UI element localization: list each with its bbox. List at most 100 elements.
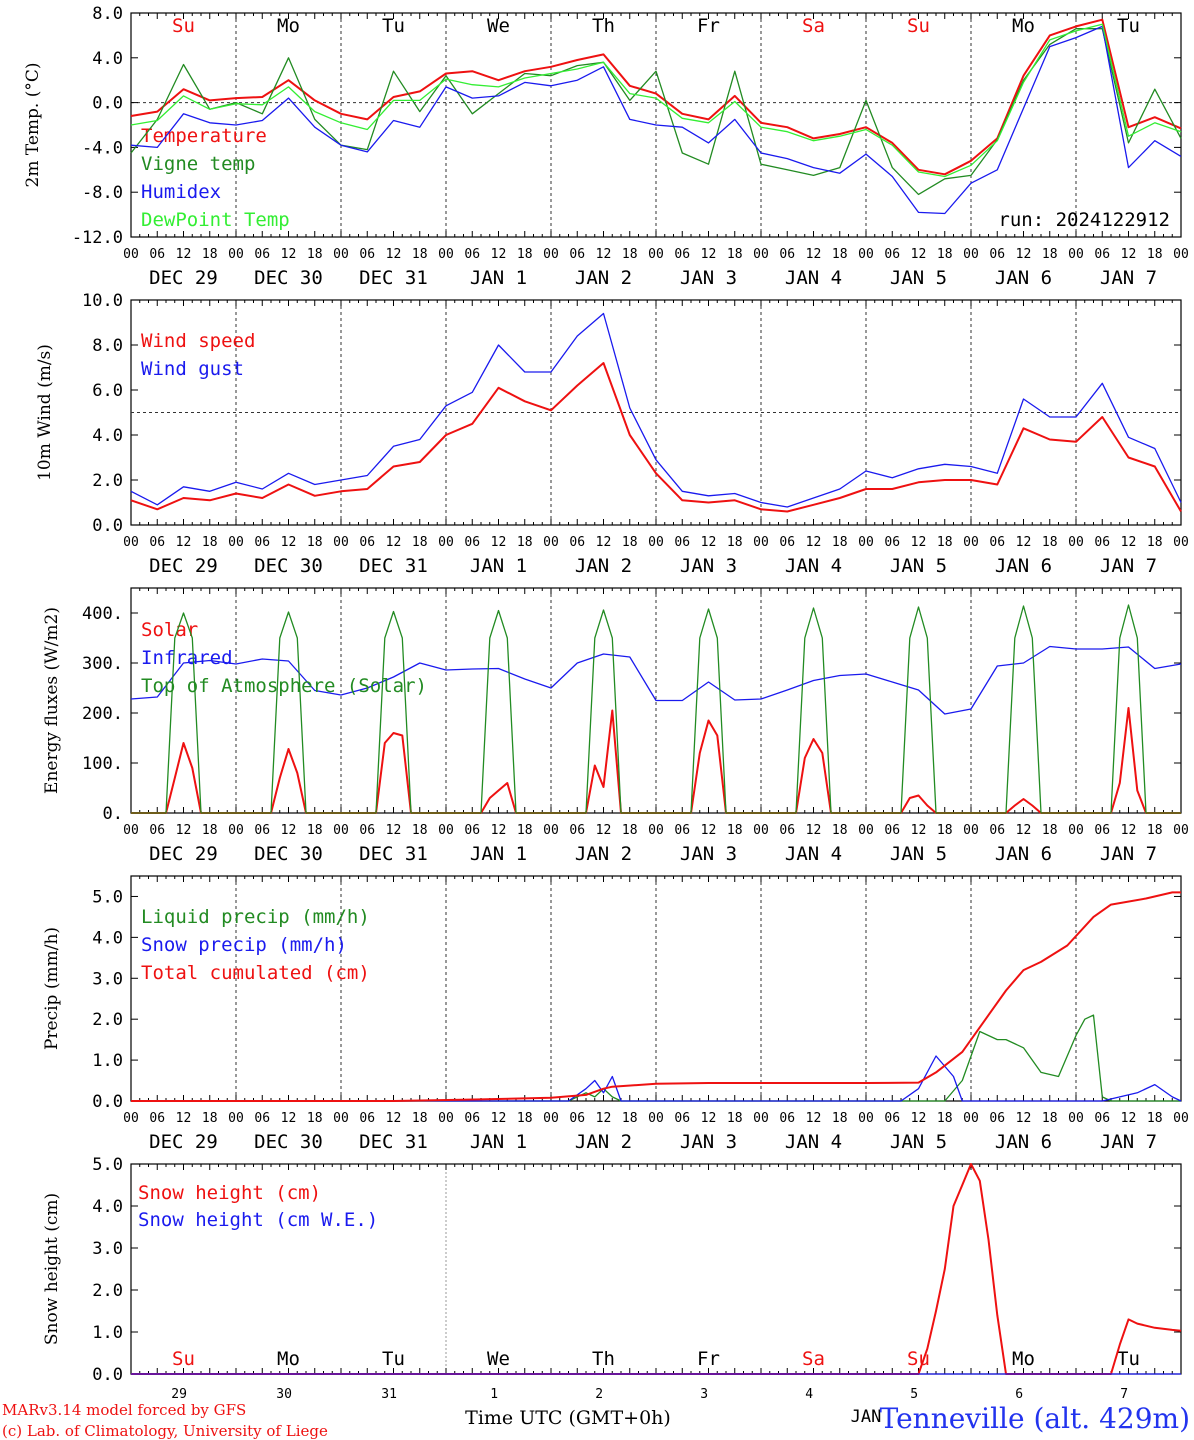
- x-hour-label: 12: [701, 823, 717, 838]
- legend-entry: Infrared: [141, 647, 233, 669]
- panel-4: 5.0 4.0 3.0 2.0 1.0 0.0 Precip (mm/h) 00 06 12 18 0…: [42, 875, 1189, 1153]
- day-of-week-label: Mo: [1012, 15, 1035, 37]
- x-hour-label: 00: [858, 823, 874, 838]
- series-line-red: [130, 18, 1182, 176]
- x-date-label: JAN 5: [890, 843, 947, 865]
- x-hour-label: 00: [228, 247, 244, 262]
- x-date-label: JAN 4: [785, 267, 842, 289]
- x-hour-label: 06: [359, 1111, 375, 1126]
- x-hour-label: 06: [464, 823, 480, 838]
- x-hour-label: 18: [727, 1111, 743, 1126]
- y-tick-label: 5.0: [92, 887, 123, 907]
- x-hour-label: 18: [202, 823, 218, 838]
- x-hour-label: 00: [543, 247, 559, 262]
- x-hour-label: 18: [1147, 823, 1163, 838]
- x-date-label: JAN 2: [575, 843, 632, 865]
- x-date-label: JAN 6: [995, 1131, 1052, 1153]
- x-hour-label: 12: [701, 247, 717, 262]
- x-hour-label: 00: [543, 535, 559, 550]
- x-hour-label: 18: [727, 823, 743, 838]
- x-hour-label: 00: [963, 535, 979, 550]
- y-tick-label: 10.0: [82, 291, 123, 311]
- day-of-week-label: Su: [172, 1348, 195, 1370]
- x-hour-label: 00: [1173, 247, 1189, 262]
- x-hour-label: 18: [832, 247, 848, 262]
- x-hour-label: 00: [123, 247, 139, 262]
- x-hour-label: 12: [701, 535, 717, 550]
- y-tick-label: 4.0: [92, 928, 123, 948]
- x-hour-label: 12: [386, 823, 402, 838]
- x-hour-label: 12: [806, 535, 822, 550]
- x-hour-label: 00: [1068, 823, 1084, 838]
- x-hour-label: 18: [622, 1111, 638, 1126]
- x-hour-label: 12: [1016, 823, 1032, 838]
- x-date-label: DEC 29: [149, 843, 218, 865]
- x-hour-label: 12: [1121, 823, 1137, 838]
- x-hour-label: 12: [176, 247, 192, 262]
- y-tick-label: 0.0: [92, 516, 123, 536]
- legend-entry: Snow height (cm W.E.): [138, 1209, 378, 1231]
- x-hour-label: 12: [281, 823, 297, 838]
- x-day-number: 30: [276, 1387, 292, 1402]
- x-hour-label: 12: [701, 1111, 717, 1126]
- y-tick-label: 0.0: [92, 94, 123, 114]
- legend-entry: Wind speed: [141, 330, 255, 352]
- panel-3: 400. 300. 200. 100. 0. Energy fluxes (W/m2) 00…: [42, 587, 1189, 865]
- x-hour-label: 18: [412, 535, 428, 550]
- x-hour-label: 00: [1173, 823, 1189, 838]
- x-hour-label: 18: [937, 247, 953, 262]
- day-of-week-label: Su: [172, 15, 195, 37]
- x-date-label: DEC 31: [359, 1131, 428, 1153]
- x-hour-label: 12: [596, 247, 612, 262]
- x-date-label: JAN 7: [1100, 555, 1157, 577]
- x-date-label: JAN 2: [575, 555, 632, 577]
- x-hour-label: 06: [674, 535, 690, 550]
- x-date-label: JAN 1: [470, 555, 527, 577]
- y-axis-title: Precip (mm/h): [42, 927, 62, 1050]
- y-tick-label: 0.: [103, 804, 123, 824]
- x-hour-label: 00: [858, 1111, 874, 1126]
- x-hour-label: 00: [753, 535, 769, 550]
- series-line-blue: [130, 312, 1182, 508]
- x-hour-label: 00: [123, 823, 139, 838]
- y-tick-label: 0.0: [92, 1092, 123, 1112]
- x-hour-label: 00: [753, 823, 769, 838]
- x-hour-label: 12: [176, 823, 192, 838]
- y-tick-label: 0.0: [92, 1365, 123, 1385]
- y-tick-label: -12.0: [72, 228, 123, 248]
- series-line-red: [131, 1163, 1182, 1375]
- legend-entry: Top of Atmosphere (Solar): [141, 675, 427, 697]
- x-date-label: JAN 6: [995, 555, 1052, 577]
- legend-entry: Wind gust: [141, 358, 244, 380]
- y-tick-label: -8.0: [82, 183, 123, 203]
- y-tick-label: 2.0: [92, 471, 123, 491]
- day-of-week-label: Fr: [697, 1348, 720, 1370]
- x-hour-label: 18: [1147, 535, 1163, 550]
- y-tick-label: 400.: [82, 604, 123, 624]
- x-hour-label: 18: [202, 1111, 218, 1126]
- day-of-week-label: Th: [592, 15, 615, 37]
- x-hour-label: 12: [1016, 1111, 1032, 1126]
- x-hour-label: 12: [281, 247, 297, 262]
- x-hour-label: 00: [333, 535, 349, 550]
- x-hour-label: 12: [806, 1111, 822, 1126]
- x-hour-label: 06: [989, 535, 1005, 550]
- x-hour-label: 06: [149, 247, 165, 262]
- run-annotation: run: 2024122912: [998, 209, 1170, 231]
- x-hour-label: 00: [333, 247, 349, 262]
- y-tick-label: 2.0: [92, 1281, 123, 1301]
- x-hour-label: 00: [858, 247, 874, 262]
- x-hour-label: 00: [648, 247, 664, 262]
- y-tick-label: 1.0: [92, 1051, 123, 1071]
- x-hour-label: 18: [1042, 247, 1058, 262]
- x-date-label: DEC 29: [149, 1131, 218, 1153]
- y-axis-title: Snow height (cm): [42, 1193, 62, 1345]
- x-hour-label: 06: [1094, 1111, 1110, 1126]
- x-hour-label: 12: [806, 823, 822, 838]
- x-hour-label: 18: [1042, 1111, 1058, 1126]
- x-hour-label: 12: [176, 1111, 192, 1126]
- y-tick-label: -4.0: [82, 138, 123, 158]
- x-date-label: DEC 31: [359, 843, 428, 865]
- x-hour-label: 18: [1147, 1111, 1163, 1126]
- day-of-week-label: Tu: [382, 15, 405, 37]
